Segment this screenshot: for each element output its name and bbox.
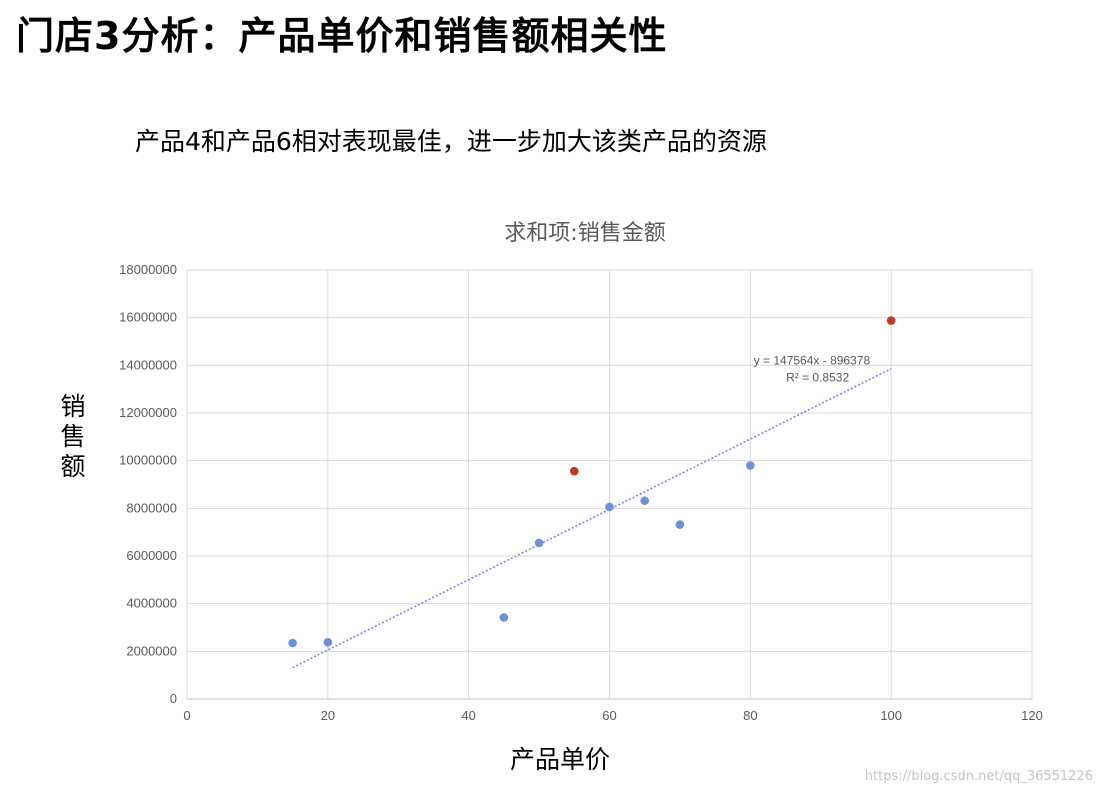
data-point (605, 502, 614, 512)
data-point (499, 613, 509, 622)
y-tick-label: 4000000 (126, 596, 177, 611)
data-point-highlight (886, 316, 896, 325)
y-tick-label: 16000000 (119, 310, 177, 325)
chart-title: 求和项:销售金额 (504, 221, 666, 246)
y-tick-label: 8000000 (126, 500, 177, 515)
data-point (675, 520, 685, 529)
data-point-highlight (569, 466, 579, 476)
slide-title: 门店3分析：产品单价和销售额相关性 (16, 14, 668, 58)
x-tick-label: 100 (880, 708, 902, 723)
data-point (746, 461, 755, 470)
x-tick-label: 120 (1021, 708, 1043, 723)
y-tick-label: 2000000 (126, 643, 177, 658)
watermark: https://blog.csdn.net/qq_36551226 (864, 769, 1093, 784)
trendline-equation: y = 147564x - 896378 (754, 353, 871, 367)
x-tick-label: 40 (461, 708, 475, 723)
y-tick-label: 18000000 (119, 262, 177, 277)
x-tick-label: 0 (183, 708, 190, 723)
data-point (640, 496, 650, 506)
data-point (534, 538, 544, 548)
slide-subtitle: 产品4和产品6相对表现最佳，进一步加大该类产品的资源 (135, 127, 767, 156)
x-tick-label: 20 (321, 708, 335, 723)
data-point (288, 638, 297, 648)
trendline (292, 367, 892, 669)
y-tick-label: 10000000 (119, 453, 177, 468)
trendline-r-squared: R² = 0.8532 (786, 370, 849, 384)
x-tick-label: 60 (602, 708, 616, 723)
y-tick-label: 14000000 (119, 357, 177, 372)
y-axis-title: 销售额 (60, 392, 86, 481)
y-tick-label: 12000000 (119, 405, 177, 420)
x-tick-label: 80 (743, 708, 757, 723)
y-tick-label: 6000000 (126, 548, 177, 563)
x-axis-title: 产品单价 (509, 745, 610, 774)
data-point (323, 637, 333, 647)
y-tick-label: 0 (170, 691, 177, 706)
